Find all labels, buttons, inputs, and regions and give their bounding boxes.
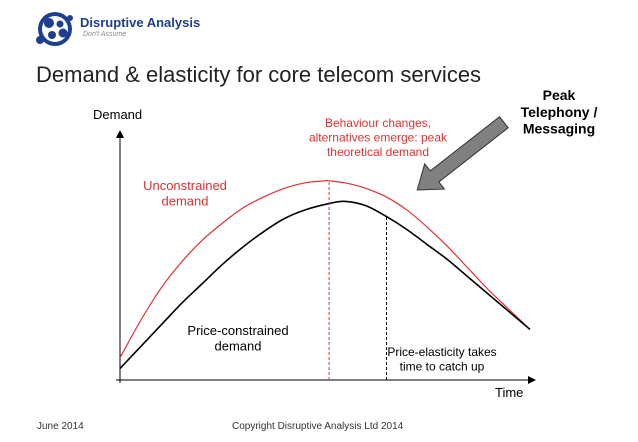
footer-date: June 2014	[37, 421, 84, 432]
behaviour-changes-label-line-3: theoretical demand	[327, 145, 429, 159]
peak-telephony-label: Peak Telephony / Messaging	[521, 87, 598, 137]
logo-name: Disruptive Analysis	[80, 15, 201, 30]
behaviour-changes-label-line-2: alternatives emerge: peak	[309, 130, 448, 144]
y-axis-label: Demand	[93, 107, 142, 122]
peak-telephony-label-line-2: Telephony /	[521, 104, 598, 120]
logo-tagline: Don't Assume	[83, 31, 127, 38]
unconstrained-demand-line	[119, 179, 531, 358]
peak-telephony-label-line-3: Messaging	[523, 121, 595, 137]
slide-title: Demand & elasticity for core telecom ser…	[36, 62, 482, 87]
behaviour-changes-label: Behaviour changes, alternatives emerge: p…	[309, 116, 448, 159]
price-constrained-demand-label-line-1: Price-constrained	[187, 323, 288, 338]
price-elasticity-label: Price-elasticity takes time to catch up	[387, 345, 496, 373]
peak-arrow-shape	[416, 116, 509, 191]
peak-arrow	[416, 116, 509, 191]
price-elasticity-label-line-2: time to catch up	[400, 359, 485, 373]
footer-copyright: Copyright Disruptive Analysis Ltd 2014	[232, 421, 404, 432]
unconstrained-demand-label: Unconstrained demand	[143, 178, 227, 209]
peak-telephony-label-line-1: Peak	[543, 87, 576, 103]
price-constrained-demand-line	[119, 200, 531, 370]
logo-icon	[36, 12, 73, 46]
x-axis-label: Time	[495, 385, 523, 400]
unconstrained-demand-label-line-2: demand	[162, 194, 209, 209]
price-constrained-demand-label-line-2: demand	[215, 339, 262, 354]
price-constrained-demand-label: Price-constrained demand	[187, 323, 288, 354]
behaviour-changes-label-line-1: Behaviour changes,	[325, 116, 431, 130]
price-elasticity-label-line-1: Price-elasticity takes	[387, 345, 496, 359]
unconstrained-demand-label-line-1: Unconstrained	[143, 178, 227, 193]
